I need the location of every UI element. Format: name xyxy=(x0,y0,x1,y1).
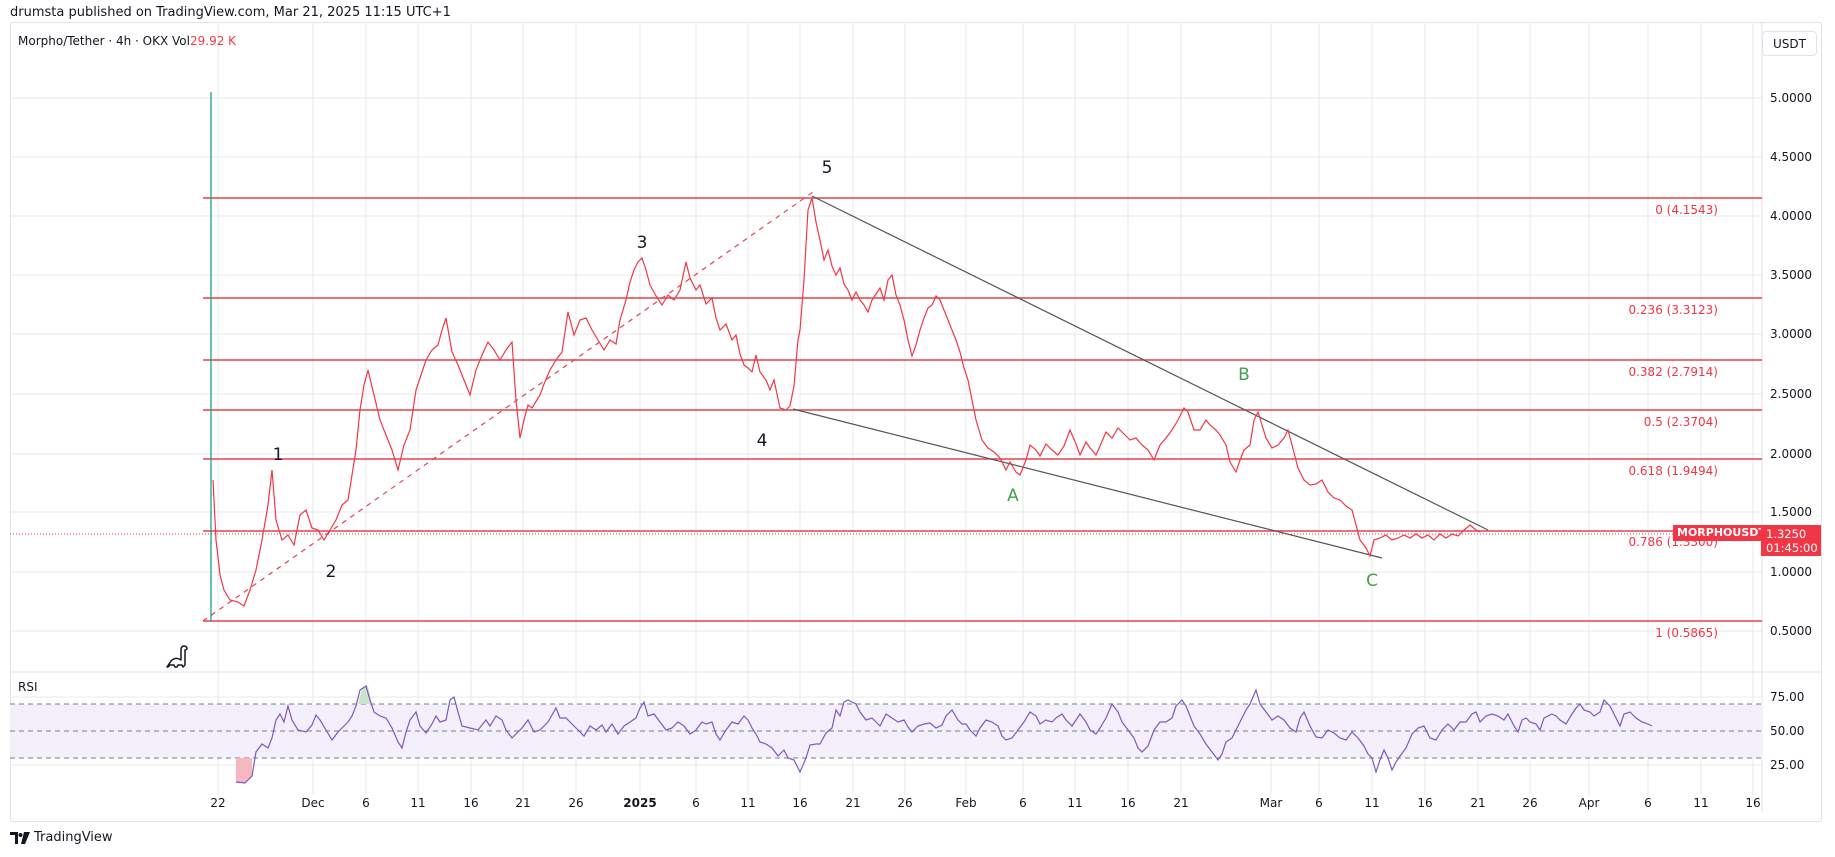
wave-label-a[interactable]: A xyxy=(1007,486,1019,506)
lower-trendline[interactable] xyxy=(792,408,1383,559)
rsi-oversold-fill xyxy=(236,758,252,783)
symbol-price-tag: MORPHOUSDT xyxy=(1673,525,1770,541)
price-tick: 1.5000 xyxy=(1770,505,1812,519)
fib-label-1: 1 (0.5865) xyxy=(1655,626,1718,640)
price-tick: 3.0000 xyxy=(1770,327,1812,341)
brand-name: TradingView xyxy=(34,830,113,845)
wave-label-c[interactable]: C xyxy=(1366,571,1378,591)
dinosaur-icon[interactable] xyxy=(165,643,191,671)
time-tick: 11 xyxy=(1693,796,1709,810)
time-tick: 11 xyxy=(410,796,426,810)
rsi-tick: 75.00 xyxy=(1770,690,1805,704)
last-price-tag: 1.3250 01:45:00 xyxy=(1761,525,1821,556)
price-tick: 3.5000 xyxy=(1770,268,1812,282)
bar-countdown: 01:45:00 xyxy=(1766,541,1818,555)
time-tick: 11 xyxy=(1364,796,1380,810)
time-tick: 16 xyxy=(1745,796,1761,810)
price-tick: 1.0000 xyxy=(1770,565,1812,579)
wave-label-b[interactable]: B xyxy=(1238,365,1250,385)
wave-label-2[interactable]: 2 xyxy=(325,562,337,582)
time-tick: Feb xyxy=(955,796,977,810)
wave-label-1[interactable]: 1 xyxy=(272,445,284,465)
price-tick: 2.0000 xyxy=(1770,447,1812,461)
wave-label-4[interactable]: 4 xyxy=(756,431,768,451)
upper-trendline[interactable] xyxy=(811,195,1489,531)
rsi-title[interactable]: RSI xyxy=(18,680,38,694)
tradingview-logo-icon xyxy=(10,831,30,844)
fib-label-0236: 0.236 (3.3123) xyxy=(1628,303,1718,317)
time-tick: 16 xyxy=(463,796,479,810)
time-tick: 26 xyxy=(568,796,584,810)
fib-label-0382: 0.382 (2.7914) xyxy=(1628,365,1718,379)
price-tick: 4.5000 xyxy=(1770,150,1812,164)
vol-value: 29.92 K xyxy=(189,34,237,48)
time-tick: Mar xyxy=(1259,796,1283,810)
wave-label-5[interactable]: 5 xyxy=(821,158,833,178)
grid xyxy=(10,22,1762,795)
fib-label-0618: 0.618 (1.9494) xyxy=(1628,464,1718,478)
rsi-tick: 25.00 xyxy=(1770,758,1805,772)
rsi-tick: 50.00 xyxy=(1770,724,1805,738)
price-tick: 2.5000 xyxy=(1770,387,1812,401)
time-tick: 6 xyxy=(1315,796,1323,810)
time-tick: Apr xyxy=(1578,796,1600,810)
time-tick: 22 xyxy=(210,796,226,810)
price-tick: 0.5000 xyxy=(1770,624,1812,638)
time-tick: 21 xyxy=(1173,796,1189,810)
time-tick: 11 xyxy=(740,796,756,810)
time-tick: 6 xyxy=(1644,796,1652,810)
time-tick: 26 xyxy=(897,796,913,810)
wave-dashed-line[interactable] xyxy=(202,191,814,622)
fib-label-0: 0 (4.1543) xyxy=(1655,203,1718,217)
time-tick: Dec xyxy=(301,796,325,810)
currency-button[interactable]: USDT xyxy=(1762,31,1817,56)
fib-retracement[interactable] xyxy=(203,197,1762,622)
time-tick: 16 xyxy=(1417,796,1433,810)
symbol-info: Morpho/Tether · 4h · OKX xyxy=(18,34,169,48)
fib-label-05: 0.5 (2.3704) xyxy=(1643,415,1718,429)
time-tick: 6 xyxy=(692,796,700,810)
price-tick: 4.0000 xyxy=(1770,209,1812,223)
time-tick-year: 2025 xyxy=(623,796,657,810)
last-price: 1.3250 xyxy=(1766,527,1807,541)
time-tick: 21 xyxy=(1470,796,1486,810)
rsi-line xyxy=(235,685,1653,784)
price-tick: 5.0000 xyxy=(1770,91,1812,105)
vol-label: Vol xyxy=(172,34,190,48)
publish-info: drumsta published on TradingView.com, Ma… xyxy=(10,5,451,20)
time-tick: 16 xyxy=(792,796,808,810)
time-tick: 6 xyxy=(362,796,370,810)
footer: TradingView xyxy=(10,830,113,845)
time-tick: 26 xyxy=(1522,796,1538,810)
time-tick: 16 xyxy=(1120,796,1136,810)
candles xyxy=(210,92,1481,621)
wave-label-3[interactable]: 3 xyxy=(636,233,648,253)
time-tick: 21 xyxy=(845,796,861,810)
time-tick: 21 xyxy=(515,796,531,810)
symbol-legend[interactable]: Morpho/Tether · 4h · OKX Vol29.92 K xyxy=(18,34,236,48)
rsi-overbought-fill xyxy=(358,686,372,704)
time-tick: 6 xyxy=(1019,796,1027,810)
time-tick: 11 xyxy=(1067,796,1083,810)
chart-frame xyxy=(10,22,1822,822)
